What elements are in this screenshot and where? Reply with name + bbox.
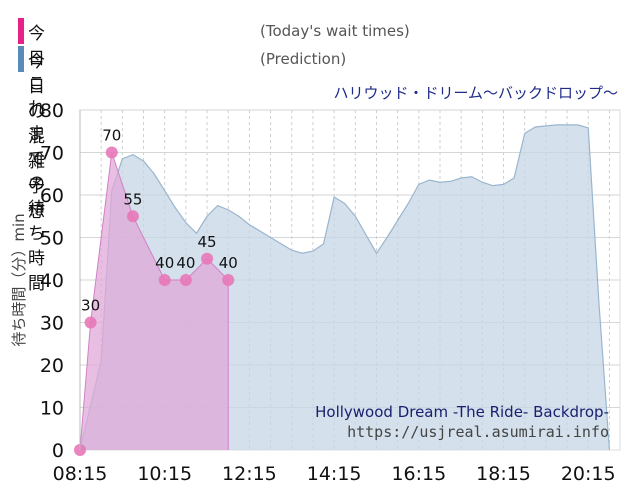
y-tick-label: 70: [40, 143, 64, 165]
legend-label-prediction: 今日の混雑予想: [28, 52, 45, 222]
x-tick-label: 08:15: [53, 463, 108, 485]
today-area: [80, 152, 229, 450]
watermark-title: Hollywood Dream -The Ride- Backdrop-: [315, 403, 609, 421]
today-series: [74, 146, 235, 456]
y-axis-label: 待ち時間（分）min: [10, 213, 28, 346]
data-label: 40: [219, 254, 238, 272]
y-tick-label: 30: [40, 313, 64, 335]
data-label: 40: [155, 254, 174, 272]
y-tick-label: 40: [40, 270, 64, 292]
data-label: 30: [81, 297, 100, 315]
today-point: [105, 146, 118, 159]
y-tick-label: 80: [40, 100, 64, 122]
y-tick-label: 50: [40, 228, 64, 250]
today-point: [201, 252, 214, 265]
prediction-line: [79, 124, 611, 451]
axes: 0 10 20 30 40 50 60 70 80 08:15 10:15 12:15 14:15 16:…: [40, 100, 616, 485]
legend-note-prediction: (Prediction): [260, 50, 347, 68]
y-tick-label: 10: [40, 398, 64, 420]
legend-swatch-today: [18, 18, 24, 44]
today-point: [179, 274, 192, 286]
data-label: 70: [102, 127, 121, 145]
x-tick-label: 20:15: [561, 463, 616, 485]
today-point: [84, 316, 97, 329]
today-point: [222, 274, 235, 286]
today-point: [158, 274, 171, 286]
today-point: [126, 210, 139, 223]
y-tick-label: 0: [52, 440, 64, 462]
data-label: 40: [176, 254, 195, 272]
x-tick-label: 16:15: [391, 463, 446, 485]
data-label: 45: [198, 233, 217, 251]
legend-note-today: (Today's wait times): [260, 22, 410, 40]
data-label: 55: [123, 190, 142, 208]
x-tick-label: 12:15: [222, 463, 277, 485]
y-tick-label: 20: [40, 355, 64, 377]
y-tick-label: 60: [40, 185, 64, 207]
x-tick-label: 10:15: [137, 463, 192, 485]
x-tick-label: 18:15: [476, 463, 531, 485]
legend-swatch-prediction: [18, 46, 24, 72]
x-tick-label: 14:15: [307, 463, 362, 485]
legend-label-today: 今日これまでの待ち時間: [28, 24, 45, 294]
chart-subtitle: ハリウッド・ドリーム〜バックドロップ〜: [333, 84, 618, 102]
watermark-url: https://usjreal.asumirai.info: [347, 423, 609, 441]
